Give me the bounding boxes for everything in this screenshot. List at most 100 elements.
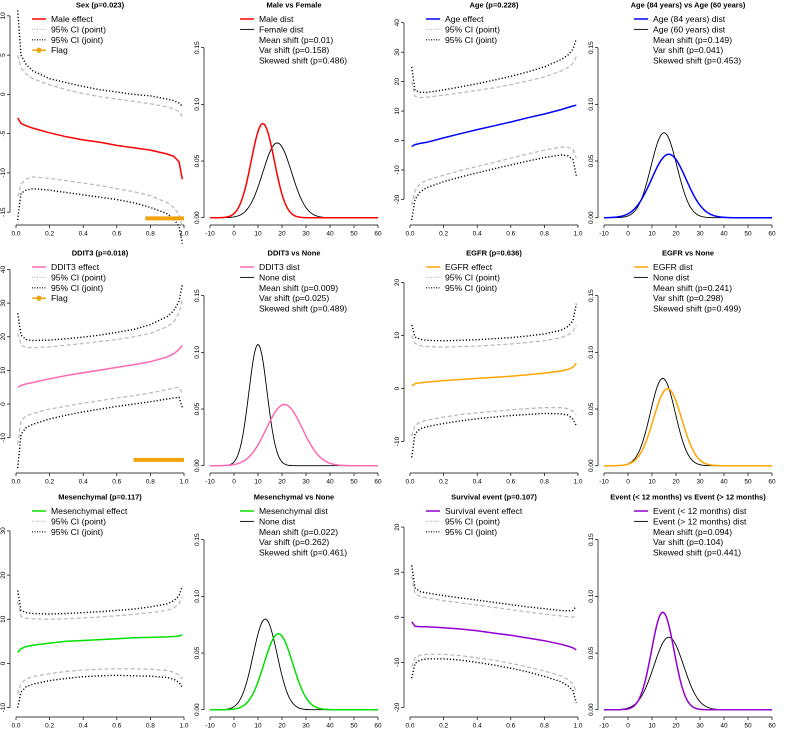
legend-label: Age effect [445,14,484,24]
x-tick-label: 0 [626,479,630,486]
x-tick-label: 1.0 [573,231,582,238]
x-tick-label: 40 [720,479,728,486]
reference-dist-line [210,142,378,219]
panel-title: Age (84 years) vs Age (60 years) [631,1,746,10]
y-tick-label: 0 [394,615,401,619]
x-tick-label: 10 [254,231,262,238]
stat-label: Mean shift (p=0.241) [653,283,732,293]
x-tick-label: 0 [232,723,236,730]
legend-label: 95% CI (point) [445,24,500,34]
x-tick-label: 40 [326,723,334,730]
x-tick-label: 40 [326,479,334,486]
legend-label: Male dist [259,14,294,24]
panel-11: Survival event (p=0.107) 0.0 0.2 0.4 0.6 0.8 1… [394,493,583,730]
ci-point-upper-line [17,596,183,620]
x-tick-label: 0.6 [112,231,121,238]
y-tick-label: -10 [0,168,7,178]
x-tick-label: 20 [278,479,286,486]
ci-point-upper-line [411,576,577,618]
x-tick-label: 0.2 [45,723,54,730]
x-tick-label: 10 [254,723,262,730]
y-tick-label: 0.00 [194,459,201,472]
panel-2: Male vs Female -10 0 10 20 30 40 50 60 0.00 0.05 0.… [194,1,382,238]
ci-joint-lower-line [17,187,183,244]
y-tick-label: 0.10 [588,346,595,359]
legend-flag-dot [36,47,42,53]
series [17,284,184,469]
y-tick-label: 0.10 [194,98,201,111]
y-tick-label: 0.15 [588,41,595,54]
series [604,377,772,467]
ci-joint-upper-line [411,565,577,612]
legend-label: 95% CI (joint) [445,283,497,293]
x-tick-label: 0.0 [11,231,20,238]
x-tick-label: 20 [672,723,680,730]
ci-joint-lower-line [411,412,577,458]
y-tick-label: 0 [394,138,401,142]
legend-label: Male effect [51,14,93,24]
ci-joint-lower-line [17,674,183,708]
x-tick-label: 0.2 [45,479,54,486]
x-tick-label: 0.0 [11,723,20,730]
stat-label: Var shift (p=0.158) [259,45,329,55]
y-tick-label: 10 [394,107,401,115]
panel-title: DDIT3 (p=0.018) [72,249,129,258]
x-tick-label: 0.4 [473,723,482,730]
legend-label: Event (< 12 months) dist [653,506,747,516]
panel-10: Mesenchymal vs None -10 0 10 20 30 40 50 60 0.00 0… [194,493,382,730]
x-tick-label: 0.6 [112,479,121,486]
y-tick-label: 5 [0,53,7,57]
y-tick-label: 20 [394,78,401,86]
legend-label: Event (> 12 months) dist [653,516,747,526]
legend-flag-dot [36,295,42,301]
y-tick-label: 10 [0,615,7,623]
legend-label: Age (84 years) dist [653,14,726,24]
y-tick-label: 0.15 [588,289,595,302]
x-tick-label: 0.2 [439,231,448,238]
legend-label: DDIT3 effect [51,262,100,272]
reference-dist-line [210,343,378,467]
y-tick-label: 10 [0,366,7,374]
y-tick-label: -20 [394,194,401,204]
y-tick-label: -10 [0,703,7,713]
axes: -10 0 10 20 30 40 50 60 0.00 0.05 0.10 0.15 [588,533,776,730]
panel-title: Sex (p=0.023) [76,1,125,10]
legend-label: 95% CI (point) [51,24,106,34]
legend-label: Survival event effect [445,506,523,516]
legend-label: Mesenchymal effect [51,506,128,516]
panel-title: EGFR vs None [662,249,714,258]
x-tick-label: 30 [696,723,704,730]
y-tick-label: 0.00 [588,459,595,472]
effect-line [17,634,183,653]
panel-6: DDIT3 vs None -10 0 10 20 30 40 50 60 0.00 0.05 0.1… [194,249,382,486]
x-tick-label: 0 [626,723,630,730]
x-tick-label: 0.6 [506,723,515,730]
stat-label: Var shift (p=0.262) [259,537,329,547]
x-tick-label: 40 [326,231,334,238]
x-tick-label: 0.0 [405,723,414,730]
x-tick-label: 30 [302,231,310,238]
y-tick-label: -20 [394,702,401,712]
ci-joint-lower-line [17,396,183,469]
x-tick-label: 0.8 [146,479,155,486]
y-tick-label: 30 [394,48,401,56]
x-tick-label: 0.0 [405,479,414,486]
legend-label: 95% CI (point) [51,516,106,526]
y-tick-label: 0.05 [194,154,201,167]
y-tick-label: -10 [394,165,401,175]
stat-label: Mean shift (p=0.094) [653,527,732,537]
stat-label: Mean shift (p=0.01) [259,35,333,45]
x-tick-label: -10 [599,479,609,486]
x-tick-label: 0.8 [540,723,549,730]
stat-label: Skewed shift (p=0.499) [653,304,741,314]
y-tick-label: 0.05 [588,646,595,659]
panel-1: Sex (p=0.023)0.0 0.2 0.4 0.6 0.8 1.0-15-10-50… [0,1,189,244]
x-tick-label: 1.0 [179,231,188,238]
panel-3: Age (p=0.228) 0.0 0.2 0.4 0.6 0.8 1.0 -20 -10 0 10… [394,1,583,238]
y-tick-label: 20 [394,279,401,287]
axes: 0.0 0.2 0.4 0.6 0.8 1.0 -20 -10 0 10 20 30 40 [394,19,583,238]
x-tick-label: 0.4 [79,723,88,730]
stat-label: Var shift (p=0.041) [653,45,723,55]
